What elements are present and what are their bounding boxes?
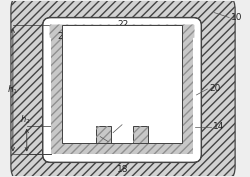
Text: 16: 16 <box>123 120 134 129</box>
Bar <box>182 25 194 155</box>
Text: 18: 18 <box>117 165 129 174</box>
Text: 26: 26 <box>71 82 82 92</box>
Text: $h_2$: $h_2$ <box>20 114 30 127</box>
Text: $h_1$: $h_1$ <box>7 84 18 96</box>
Bar <box>96 126 111 143</box>
Text: 28: 28 <box>82 109 93 118</box>
Bar <box>182 25 194 155</box>
Bar <box>133 126 148 143</box>
FancyBboxPatch shape <box>50 24 195 38</box>
Bar <box>62 25 182 143</box>
Text: 20: 20 <box>209 84 221 93</box>
Bar <box>133 126 148 143</box>
Text: 28: 28 <box>152 109 164 118</box>
Bar <box>50 143 194 155</box>
Bar <box>50 25 62 155</box>
Bar <box>50 143 194 155</box>
Text: 22: 22 <box>118 20 129 29</box>
Text: 20: 20 <box>58 32 69 41</box>
Text: 14: 14 <box>213 122 225 131</box>
Text: 26: 26 <box>158 82 170 92</box>
Text: 10: 10 <box>231 13 243 22</box>
FancyBboxPatch shape <box>11 0 235 177</box>
Bar <box>50 25 62 155</box>
FancyBboxPatch shape <box>43 18 202 162</box>
Bar <box>96 126 111 143</box>
Bar <box>62 25 182 143</box>
Text: 24: 24 <box>96 132 108 141</box>
